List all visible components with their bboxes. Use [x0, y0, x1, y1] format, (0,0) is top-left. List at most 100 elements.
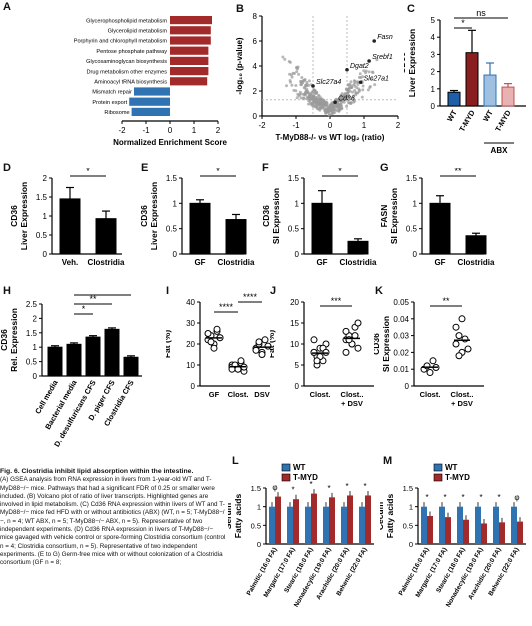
panel-letter-m: M — [383, 455, 393, 467]
panel-letter-c: C — [407, 3, 415, 15]
y-axis-label: FASN — [379, 205, 389, 228]
gene-point — [314, 97, 318, 101]
y-tick-label: 0 — [431, 102, 436, 111]
data-point — [458, 315, 466, 323]
y-tick-label: 4 — [431, 33, 436, 42]
y-tick-label: 1.5 — [166, 174, 178, 183]
nes-bar — [170, 16, 212, 25]
data-point — [426, 369, 434, 377]
bar — [323, 506, 329, 544]
chart-j-fat-scatter: 0 5 10 15 20 Fat (%) Clost. Clost..+ DSV *** — [270, 296, 374, 408]
gene-point — [340, 92, 344, 96]
y-axis-label: Rel. Expression — [9, 308, 19, 372]
data-point — [452, 323, 460, 331]
gene-point — [299, 83, 303, 87]
y-tick-label: 1 — [173, 199, 178, 208]
bar — [287, 506, 293, 544]
x-category-label: GF — [194, 258, 205, 267]
gene-point — [310, 101, 314, 105]
x-category-label: Clost. — [310, 390, 331, 399]
bar — [123, 356, 139, 377]
y-tick-label: 1.5 — [288, 174, 300, 183]
y-tick-label: 2 — [33, 314, 38, 323]
y-axis-label: CD36 — [0, 329, 9, 351]
gene-point — [311, 105, 315, 109]
bar — [439, 506, 445, 544]
data-point — [237, 357, 245, 365]
gene-point — [331, 110, 335, 114]
bar — [66, 343, 82, 377]
gene-point — [305, 82, 309, 86]
x-tick-label: 0 — [328, 121, 333, 130]
gene-point — [295, 96, 299, 100]
chart-f-cd36-si: 0 0.5 1 1.5 CD36 SI Expression GF Clostridia * — [261, 168, 377, 267]
bar — [475, 506, 481, 544]
gene-point — [309, 94, 313, 98]
y-axis-label: SI Expression — [271, 188, 281, 244]
caption-body: (A) GSEA analysis from RNA expression in… — [0, 476, 226, 567]
gene-point — [302, 78, 306, 82]
x-category-label: Clostridia — [340, 258, 377, 267]
y-tick-label: 0 — [295, 250, 300, 259]
significance-label: ns — [476, 8, 486, 18]
gene-point — [295, 70, 299, 74]
gene-point — [322, 101, 326, 105]
y-tick-label: 1 — [257, 503, 261, 512]
x-tick-label: 2 — [216, 126, 221, 135]
significance-label: * — [363, 482, 366, 491]
pathway-label: Aminoacyl tRNA biosynthesis — [94, 80, 167, 86]
y-tick-label: 0.03 — [393, 332, 409, 341]
y-tick-label: 0.01 — [393, 365, 409, 374]
y-tick-label: 1.5 — [403, 484, 413, 493]
bar — [517, 521, 523, 544]
x-tick-label: 0 — [168, 126, 173, 135]
gene-point — [364, 69, 368, 73]
y-tick-label: 0 — [405, 382, 410, 391]
bar — [465, 52, 479, 107]
nes-bar — [134, 87, 170, 96]
significance-label: ** — [99, 290, 107, 295]
y-tick-label: 0 — [43, 250, 48, 259]
chart-g-fasn-si: 0 0.5 1 1.5 FASN SI Expression GF Clostridia ** — [379, 168, 495, 267]
x-tick-label: -1 — [292, 121, 300, 130]
x-category-label: Veh. — [62, 258, 78, 267]
data-point — [252, 346, 260, 354]
x-category-label: GF — [434, 258, 445, 267]
x-category-label-line2: + DSV — [451, 399, 473, 408]
x-category-label: Clostridia — [88, 258, 125, 267]
y-axis-label: Fatty acids — [233, 494, 243, 539]
x-axis-label: T-MyD88-/- vs WT log₂ (ratio) — [276, 133, 385, 142]
bar — [59, 198, 81, 255]
gene-point — [373, 83, 377, 87]
bar — [311, 493, 317, 544]
significance-label: φ — [272, 483, 277, 492]
y-tick-label: 0 — [409, 540, 413, 549]
gene-point — [350, 90, 354, 94]
gene-point — [352, 94, 356, 98]
data-point — [354, 319, 362, 327]
bar — [365, 495, 371, 544]
bar — [341, 506, 347, 544]
data-point — [342, 327, 350, 335]
gene-point — [297, 72, 301, 76]
gene-point — [303, 86, 307, 90]
gene-point — [346, 97, 350, 101]
x-category-label: Clost. — [420, 390, 441, 399]
gene-point — [308, 97, 312, 101]
data-point — [452, 340, 460, 348]
bar — [483, 74, 497, 107]
pathway-label: Pentose phosphate pathway — [96, 49, 167, 55]
y-tick-label: 0 — [253, 112, 258, 121]
x-tick-label: -2 — [258, 121, 266, 130]
bar — [429, 202, 451, 255]
x-tick-label: 1 — [362, 121, 367, 130]
legend-swatch — [281, 463, 291, 472]
gene-point — [342, 95, 346, 99]
y-tick-label: 2.5 — [26, 300, 38, 309]
caption-title: Fig. 6. Clostridia inhibit lipid absorpt… — [0, 468, 194, 475]
gene-point — [352, 100, 356, 104]
pathway-label: Protein export — [92, 100, 127, 106]
gene-point — [349, 101, 353, 105]
figure-caption: Fig. 6. Clostridia inhibit lipid absorpt… — [0, 468, 226, 568]
